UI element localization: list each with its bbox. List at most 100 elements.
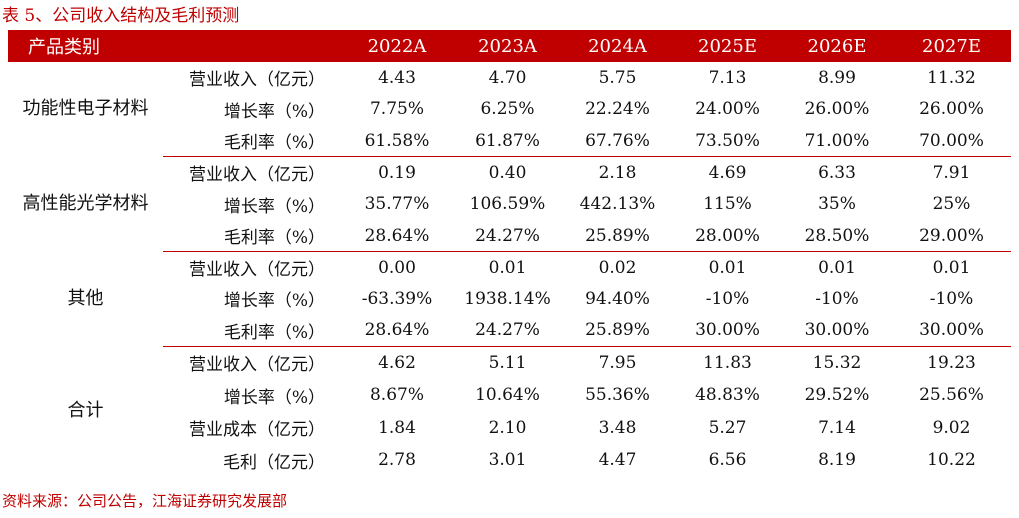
- table-row: 高性能光学材料 营业收入（亿元） 0.19 0.40 2.18 4.69 6.3…: [8, 157, 1011, 214]
- table-row: 营业成本（亿元） 1.84 2.10 3.48 5.27 7.14 9.02: [8, 411, 1011, 444]
- metric-label: 毛利率（%）: [163, 314, 341, 347]
- table-cell: 28.00%: [673, 219, 782, 253]
- metric-label: 毛利率（%）: [163, 125, 341, 158]
- table-cell: 28.50%: [782, 219, 892, 253]
- table-row: 增长率（%） 7.75% 6.25% 22.24% 24.00% 26.00% …: [8, 94, 1011, 126]
- table-cell: 4.69: [708, 162, 747, 183]
- source-note: 资料来源：公司公告，江海证券研究发展部: [2, 492, 288, 510]
- table-cell: 6.56: [708, 450, 747, 471]
- metric-label: 营业收入（亿元）: [189, 165, 325, 186]
- table-cell: 28.64%: [341, 314, 453, 347]
- table-cell: 2.78: [378, 450, 416, 471]
- table-cell: 10.64%: [475, 385, 540, 406]
- year-header: 2025E: [673, 30, 782, 62]
- group-label: 高性能光学材料: [22, 193, 149, 215]
- table-cell: 2.10: [488, 417, 527, 438]
- table-cell: 26.00%: [919, 99, 984, 120]
- table-cell: 1938.14%: [464, 288, 551, 309]
- table-cell: 7.91: [932, 162, 971, 183]
- table-cell: 115%: [703, 194, 752, 215]
- year-header: 2022A: [341, 30, 453, 62]
- table-cell: 19.23: [927, 352, 976, 373]
- table-cell: 15.32: [812, 352, 862, 373]
- table-cell: 0.19: [378, 162, 416, 183]
- table-cell: 29.00%: [892, 219, 1011, 253]
- table-cell: 4.70: [488, 67, 527, 88]
- table-cell: 28.64%: [341, 219, 453, 253]
- table-cell: 106.59%: [469, 194, 546, 215]
- table-cell: 24.27%: [453, 314, 562, 347]
- table-cell: 35.77%: [364, 194, 430, 215]
- table-cell: 73.50%: [673, 125, 782, 158]
- table-cell: 8.67%: [369, 385, 424, 406]
- table-cell: 4.47: [598, 450, 637, 471]
- table-cell: 67.76%: [562, 125, 673, 158]
- table-cell: 29.52%: [804, 385, 870, 406]
- metric-label: 营业收入（亿元）: [189, 355, 325, 376]
- table-cell: 7.75%: [369, 99, 424, 120]
- table-cell: 0.01: [488, 257, 527, 278]
- table-cell: 9.02: [932, 417, 971, 438]
- metric-label: 营业收入（亿元）: [189, 70, 325, 91]
- table-cell: 11.83: [703, 352, 752, 373]
- table-cell: -10%: [705, 288, 750, 309]
- table-cell: 0.40: [488, 162, 527, 183]
- table-cell: 0.01: [708, 257, 747, 278]
- table-cell: 5.27: [708, 417, 747, 438]
- table-row: 毛利率（%） 61.58% 61.87% 67.76% 73.50% 71.00…: [8, 125, 1011, 158]
- group-label: 功能性电子材料: [22, 98, 149, 120]
- table-cell: 11.32: [927, 67, 976, 88]
- year-header: 2023A: [453, 30, 562, 62]
- table-row: 毛利率（%） 28.64% 24.27% 25.89% 30.00% 30.00…: [8, 314, 1011, 347]
- table-cell: 10.22: [927, 450, 976, 471]
- metric-label: 增长率（%）: [223, 291, 325, 312]
- table-title: 表 5、公司收入结构及毛利预测: [2, 6, 240, 26]
- table-cell: 61.87%: [453, 125, 562, 158]
- table-cell: 0.01: [932, 257, 971, 278]
- header-row: 产品类别 2022A 2023A 2024A 2025E 2026E 2027E: [8, 30, 1011, 62]
- table-cell: 70.00%: [892, 125, 1011, 158]
- metric-label: 营业收入（亿元）: [189, 260, 325, 281]
- table-cell: 2.18: [598, 162, 637, 183]
- metric-label: 增长率（%）: [223, 101, 325, 122]
- table-cell: 0.01: [818, 257, 856, 278]
- forecast-table: 产品类别 2022A 2023A 2024A 2025E 2026E 2027E…: [8, 30, 1011, 476]
- table-cell: 6.25%: [480, 99, 535, 120]
- table-row: 功能性电子材料 营业收入（亿元） 4.43 4.70 5.75 7.13 8.9…: [8, 62, 1011, 120]
- table-cell: 3.01: [488, 450, 527, 471]
- table-row: 增长率（%） -63.39% 1938.14% 94.40% -10% -10%…: [8, 283, 1011, 315]
- year-header: 2024A: [562, 30, 673, 62]
- table-cell: 4.62: [378, 352, 416, 373]
- table-cell: 5.11: [488, 352, 527, 373]
- table-cell: 30.00%: [892, 314, 1011, 347]
- table-cell: 7.14: [818, 417, 856, 438]
- table-cell: 0.02: [598, 257, 637, 278]
- group-total: 合计 营业收入（亿元） 4.62 5.11 7.95 11.83 15.32 1…: [8, 346, 1011, 476]
- metric-label: 增长率（%）: [223, 387, 325, 408]
- group-label: 其他: [67, 287, 104, 309]
- table-cell: 5.75: [598, 67, 637, 88]
- table-cell: 35%: [818, 194, 856, 215]
- table-cell: 24.27%: [453, 219, 562, 253]
- table-cell: 25.89%: [562, 219, 673, 253]
- year-header: 2026E: [782, 30, 892, 62]
- group-optical-materials: 高性能光学材料 营业收入（亿元） 0.19 0.40 2.18 4.69 6.3…: [8, 157, 1011, 253]
- table-cell: 8.19: [818, 450, 856, 471]
- category-header: 产品类别: [8, 30, 341, 62]
- table-cell: 7.13: [708, 67, 747, 88]
- metric-label: 增长率（%）: [223, 196, 325, 217]
- metric-label: 营业成本（亿元）: [189, 420, 325, 441]
- table-cell: 7.95: [598, 352, 637, 373]
- table-row: 毛利率（%） 28.64% 24.27% 25.89% 28.00% 28.50…: [8, 219, 1011, 253]
- table-cell: -10%: [929, 288, 974, 309]
- table-cell: 6.33: [818, 162, 856, 183]
- table-cell: 94.40%: [585, 288, 650, 309]
- table-cell: -10%: [815, 288, 859, 309]
- table-row: 增长率（%） 35.77% 106.59% 442.13% 115% 35% 2…: [8, 188, 1011, 220]
- table-row: 毛利（亿元） 2.78 3.01 4.47 6.56 8.19 10.22: [8, 444, 1011, 477]
- table-row: 其他 营业收入（亿元） 0.00 0.01 0.02 0.01 0.01 0.0…: [8, 252, 1011, 309]
- table-cell: 48.83%: [695, 385, 760, 406]
- table-cell: 442.13%: [579, 194, 656, 215]
- table-cell: 26.00%: [804, 99, 870, 120]
- table-cell: 24.00%: [695, 99, 760, 120]
